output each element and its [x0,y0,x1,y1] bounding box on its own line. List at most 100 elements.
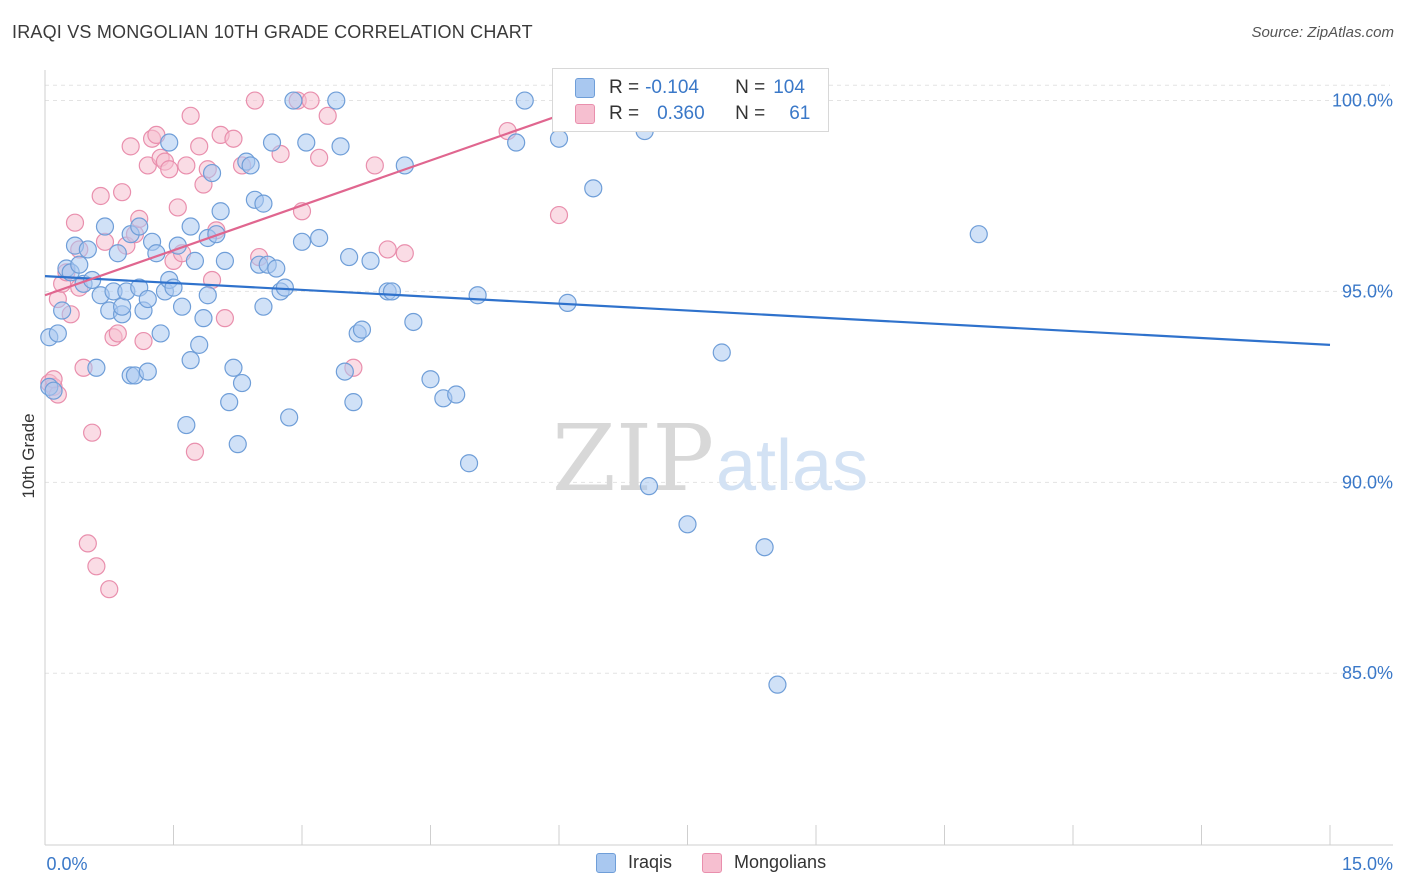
iraqi-point [404,312,423,332]
mongolian-point [190,137,209,156]
iraqi-point [262,133,282,152]
n-label: N = [735,77,766,98]
iraqi-point [352,320,372,339]
y-tick-label: 95.0% [1342,281,1393,301]
legend-row-iraqis: R = -0.104 N = 104 [575,76,805,100]
iraqi-point [331,137,350,156]
iraqi-point [172,297,192,316]
mongolian-point [310,148,329,167]
source-label: Source: ZipAtlas.com [1251,24,1394,41]
iraqi-point [254,297,273,316]
iraqi-point [44,381,63,400]
mongolian-point [168,198,187,217]
iraqi-point [224,358,243,377]
n-value-iraqis: 104 [773,77,805,98]
y-tick-label: 100.0% [1332,91,1393,111]
r-label: R = [609,103,640,124]
axes [44,70,1393,846]
mongolian-point [177,156,196,175]
series-legend: Iraqis Mongolians [596,852,856,873]
watermark-zip: ZIP [552,405,714,512]
iraqi-point [584,179,603,198]
iraqi-point [361,251,380,270]
mongolian-point [112,183,132,202]
iraqi-point [194,309,213,328]
iraqi-point [447,385,466,404]
stats-legend: R = -0.104 N = 104 R = 0.360 N = 61 [552,68,829,132]
mongolian-point [378,240,397,259]
iraqi-point [344,393,363,412]
iraqi-point [297,133,316,152]
iraqi-point [207,225,226,244]
iraqi-point [969,225,988,244]
iraqi-point [198,286,217,305]
mongolian-point [224,129,243,148]
iraqi-point [507,133,526,152]
r-value-iraqis: -0.104 [645,77,699,98]
iraqi-point [755,538,774,557]
x-tick-label: 15.0% [1342,854,1393,874]
iraqi-point [241,156,260,175]
iraqi-point [87,358,106,377]
legend-item-mongolians: Mongolians [702,852,826,873]
r-label: R = [609,77,640,98]
iraqi-point [181,351,200,370]
y-axis-label: 10th Grade [19,413,38,498]
mongolian-point [65,213,85,232]
iraqi-point [712,343,731,362]
r-value-mongolians: 0.360 [657,103,705,124]
n-value-mongolians: 61 [789,103,811,124]
iraqi-point [130,217,149,236]
mongolian-point [121,137,140,156]
iraqi-point [768,675,787,694]
mongolian-point [134,331,153,351]
mongolian-point [160,160,179,179]
iraqi-point [202,163,222,183]
iraqis-legend-label: Iraqis [628,852,673,872]
iraqi-point [280,408,299,427]
iraqi-point [70,255,89,274]
mongolians-legend-swatch [702,852,723,873]
iraqi-point [53,301,72,320]
iraqi-point [459,454,479,473]
iraqi-point [515,91,534,110]
series-mongolians [40,91,569,599]
iraqi-point [177,415,196,435]
mongolian-point [78,534,97,553]
mongolians-swatch [575,104,595,124]
iraqi-point [549,129,569,148]
mongolian-point [245,91,264,110]
y-tick-label: 90.0% [1342,472,1393,492]
trend-lines [44,99,1331,346]
iraqi-point [151,324,170,343]
iraqi-point [220,393,239,412]
iraqi-point [678,515,697,534]
mongolian-point [318,106,337,125]
iraqi-point [211,202,230,221]
legend-item-iraqis: Iraqis [596,852,672,873]
iraqi-point [48,324,67,343]
iraqi-point [327,91,346,110]
iraqi-point [382,282,402,301]
iraqi-point [254,194,273,213]
mongolian-point [91,186,110,206]
watermark: ZIP atlas [552,405,868,512]
iraqi-point [468,286,487,305]
iraqi-point [232,373,252,393]
mongolian-point [395,244,414,263]
mongolian-point [181,106,200,125]
iraqi-point [215,251,234,270]
iraqi-point [639,477,659,496]
series-iraqis [40,91,988,694]
mongolian-point [215,309,234,328]
iraqis-legend-swatch [596,852,616,873]
iraqi-point [78,240,97,259]
iraqi-point [335,362,354,381]
iraqis-trend-line [44,275,1331,346]
iraqi-point [181,217,200,236]
iraqi-point [310,228,329,248]
legend-row-mongolians: R = 0.360 N = 61 [575,102,810,126]
mongolians-legend-label: Mongolians [734,852,827,872]
iraqi-point [228,435,247,454]
iraqi-point [138,289,157,309]
